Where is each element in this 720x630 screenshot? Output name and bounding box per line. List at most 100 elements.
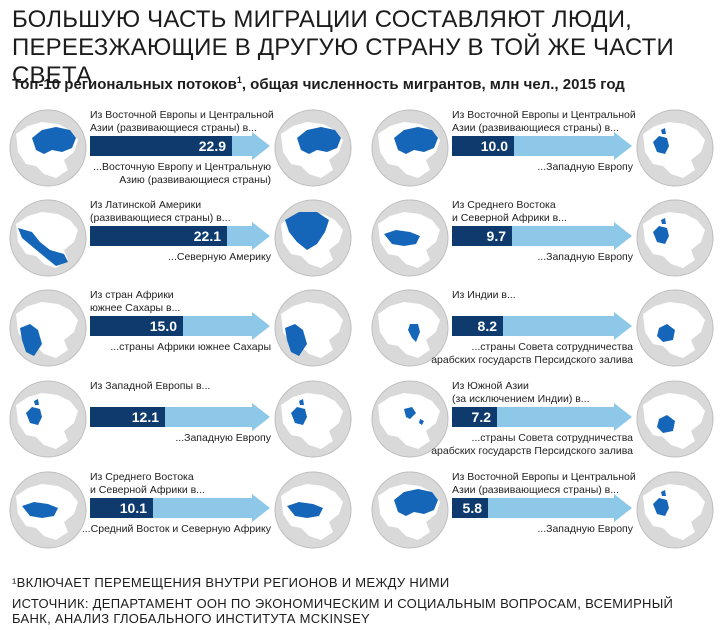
source-note: ИСТОЧНИК: ДЕПАРТАМЕНТ ООН ПО ЭКОНОМИЧЕСК… — [12, 596, 674, 626]
chart-title: БОЛЬШУЮ ЧАСТЬ МИГРАЦИИ СОСТАВЛЯЮТ ЛЮДИ, … — [12, 6, 712, 90]
destination-label: ...страны Африки южнее Сахары — [110, 341, 271, 354]
value-bar — [90, 136, 232, 156]
destination-globe-map — [636, 289, 714, 367]
origin-globe-map — [9, 471, 87, 549]
destination-label-line: арабских государств Персидского залива — [431, 354, 633, 366]
destination-globe — [273, 198, 353, 278]
destination-label-line: арабских государств Персидского залива — [431, 445, 633, 457]
flow-item: Из Восточной Европы и Центральной Азии (р… — [370, 108, 715, 200]
destination-globe — [635, 198, 715, 278]
destination-label: ...страны Совета сотрудничества арабских … — [431, 341, 633, 367]
destination-globe — [635, 108, 715, 188]
flow-arrow-head — [252, 222, 270, 250]
landmass — [16, 393, 78, 449]
destination-label: ...Западную Европу — [175, 432, 271, 445]
origin-globe — [370, 108, 450, 188]
value-label: 22.9 — [198, 138, 226, 154]
flow-arrow-head — [252, 312, 270, 340]
highlighted-region — [291, 399, 307, 425]
destination-globe-map — [274, 109, 352, 187]
destination-globe-map — [636, 471, 714, 549]
flow-item: Из Латинской Америки (развивающиеся стран… — [8, 198, 353, 290]
origin-globe-map — [9, 199, 87, 277]
flow-arrow-head — [252, 403, 270, 431]
destination-label: ...Средний Восток и Северную Африку — [82, 523, 271, 536]
value-label: 22.1 — [193, 228, 221, 244]
destination-label-line: ...Средний Восток и Северную Африку — [81, 523, 271, 535]
flow-item: Из Южной Азии (за исключением Индии) в...… — [370, 379, 715, 471]
origin-globe — [8, 288, 88, 368]
destination-label: ...Западную Европу — [537, 523, 633, 536]
origin-label: Из Латинской Америки (развивающиеся стран… — [90, 199, 231, 225]
value-bar — [90, 498, 153, 518]
origin-label: Из Среднего Востока и Северной Африки в..… — [452, 199, 567, 225]
value-bar — [90, 407, 165, 427]
highlighted-region — [657, 415, 675, 433]
highlighted-region — [32, 127, 76, 154]
origin-globe-map — [371, 199, 449, 277]
destination-globe-map — [636, 380, 714, 458]
origin-label: Из Восточной Европы и Центральной Азии (р… — [452, 109, 636, 135]
destination-globe-map — [274, 199, 352, 277]
highlighted-region — [285, 212, 329, 250]
origin-globe-map — [371, 109, 449, 187]
origin-label: Из Восточной Европы и Центральной Азии (р… — [452, 471, 636, 497]
destination-label: ...Западную Европу — [537, 161, 633, 174]
origin-globe-map — [9, 109, 87, 187]
origin-globe — [370, 198, 450, 278]
destination-label-line: ...Западную Европу — [537, 161, 633, 173]
value-label: 12.1 — [131, 409, 159, 425]
origin-label-line: Из Индии в... — [452, 289, 516, 301]
origin-globe-map — [371, 471, 449, 549]
destination-globe-map — [274, 471, 352, 549]
origin-label-line: Из Западной Европы в... — [90, 380, 211, 392]
origin-label-line: и Северной Африки в... — [90, 484, 205, 496]
destination-label: ...страны Совета сотрудничества арабских … — [431, 432, 633, 458]
value-label: 7.2 — [471, 409, 491, 425]
origin-label-line: (за исключением Индии) в... — [452, 393, 590, 405]
flow-item: Из Западной Европы в... 12.1 ...Западную Е… — [8, 379, 353, 471]
highlighted-region — [657, 324, 675, 342]
flow-arrow-head — [614, 312, 632, 340]
value-bar — [90, 226, 227, 246]
landmass — [643, 212, 705, 268]
destination-label-line: ...страны Африки южнее Сахары — [110, 341, 271, 353]
destination-globe-map — [274, 289, 352, 367]
destination-label-line: ...Северную Америку — [168, 251, 271, 263]
title-line-1: БОЛЬШУЮ ЧАСТЬ МИГРАЦИИ СОСТАВЛЯЮТ ЛЮДИ, — [12, 6, 633, 33]
flow-item: Из Индии в... 8.2 ...страны Совета сотрудн… — [370, 288, 715, 380]
flow-arrow-head — [614, 222, 632, 250]
subtitle-footnote-mark: 1 — [236, 75, 242, 85]
origin-label-line: Азии (развивающиеся страны) в... — [452, 484, 619, 496]
value-label: 15.0 — [149, 318, 177, 334]
origin-label-line: (развивающиеся страны) в... — [90, 212, 231, 224]
origin-globe-map — [371, 289, 449, 367]
highlighted-region — [653, 490, 669, 516]
origin-globe — [8, 108, 88, 188]
origin-label-line: южнее Сахары в... — [90, 302, 181, 314]
highlighted-region — [20, 324, 42, 356]
origin-label-line: Из Среднего Востока — [90, 471, 194, 483]
value-label: 5.8 — [462, 500, 482, 516]
flow-arrow-head — [252, 494, 270, 522]
origin-globe-map — [371, 380, 449, 458]
landmass — [281, 393, 343, 449]
value-label: 10.0 — [480, 138, 508, 154]
origin-label-line: Из Восточной Европы и Центральной — [90, 109, 274, 121]
destination-globe — [273, 108, 353, 188]
highlighted-region — [22, 502, 58, 518]
origin-globe-map — [9, 380, 87, 458]
value-bar — [452, 316, 503, 336]
destination-label: ...Северную Америку — [168, 251, 271, 264]
value-label: 8.2 — [477, 318, 497, 334]
origin-globe — [370, 470, 450, 550]
origin-label-line: Из Южной Азии — [452, 380, 529, 392]
origin-label-line: Из Восточной Европы и Центральной — [452, 109, 636, 121]
flow-arrow — [452, 498, 614, 518]
highlighted-region — [287, 502, 323, 518]
highlighted-region — [26, 399, 42, 425]
highlighted-region — [404, 407, 424, 425]
flow-item: Из Восточной Европы и Центральной Азии (р… — [370, 470, 715, 562]
flow-item: Из стран Африки южнее Сахары в... 15.0 ...с… — [8, 288, 353, 380]
destination-label-line: ...Западную Европу — [537, 251, 633, 263]
